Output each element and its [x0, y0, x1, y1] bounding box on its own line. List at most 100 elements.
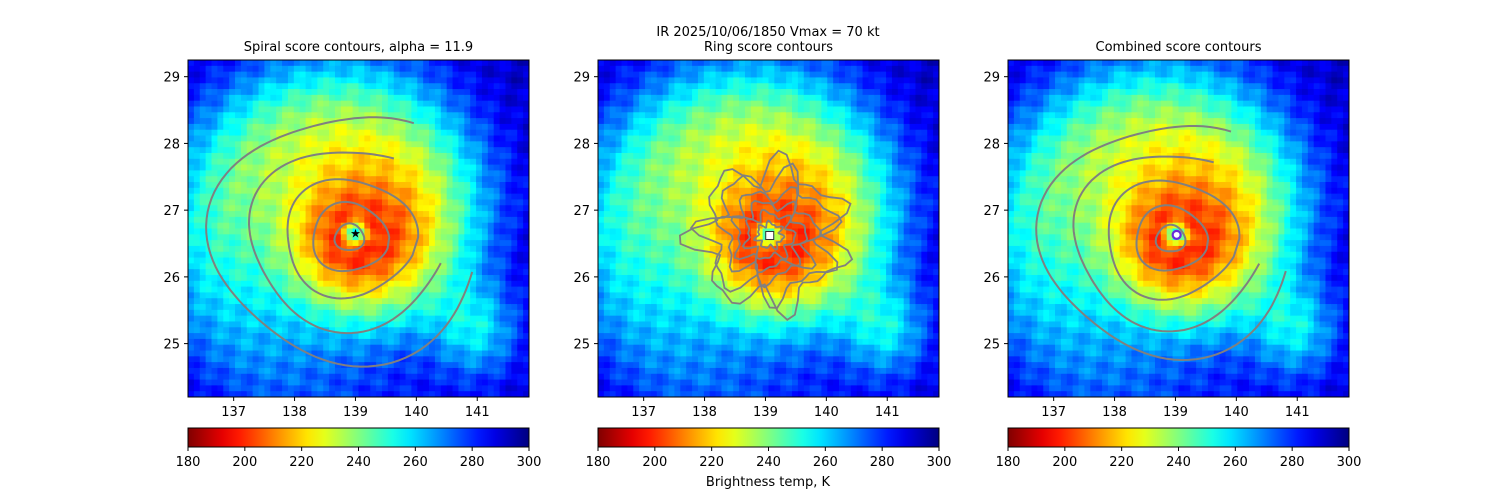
heatmap-cell — [488, 310, 494, 316]
heatmap-cell — [464, 316, 470, 322]
heatmap-cell — [282, 281, 288, 287]
heatmap-cell — [494, 182, 500, 188]
heatmap-cell — [206, 83, 212, 89]
heatmap-cell — [710, 298, 716, 304]
heatmap-cell — [323, 281, 329, 287]
heatmap-cell — [200, 147, 206, 153]
heatmap-cell — [604, 95, 610, 101]
heatmap-cell — [710, 106, 716, 112]
heatmap-cell — [212, 246, 218, 252]
heatmap-cell — [335, 304, 341, 310]
heatmap-cell — [335, 380, 341, 386]
heatmap-cell — [633, 368, 639, 374]
heatmap-cell — [733, 263, 739, 269]
heatmap-cell — [633, 356, 639, 362]
heatmap-cell — [441, 205, 447, 211]
heatmap-cell — [188, 234, 194, 240]
heatmap-cell — [704, 89, 710, 95]
heatmap-cell — [194, 182, 200, 188]
heatmap-cell — [517, 362, 523, 368]
heatmap-cell — [370, 223, 376, 229]
heatmap-cell — [406, 112, 412, 118]
heatmap-cell — [517, 118, 523, 124]
heatmap-cell — [241, 66, 247, 72]
heatmap-cell — [657, 170, 663, 176]
heatmap-cell — [388, 292, 394, 298]
heatmap-cell — [645, 72, 651, 78]
heatmap-cell — [429, 240, 435, 246]
heatmap-cell — [359, 95, 365, 101]
heatmap-cell — [633, 147, 639, 153]
heatmap-cell — [511, 112, 517, 118]
heatmap-cell — [417, 356, 423, 362]
heatmap-cell — [598, 304, 604, 310]
heatmap-cell — [364, 170, 370, 176]
heatmap-cell — [627, 287, 633, 293]
heatmap-cell — [259, 368, 265, 374]
heatmap-cell — [447, 374, 453, 380]
heatmap-cell — [739, 292, 745, 298]
heatmap-cell — [241, 385, 247, 391]
heatmap-cell — [598, 321, 604, 327]
heatmap-cell — [610, 141, 616, 147]
heatmap-cell — [453, 368, 459, 374]
heatmap-cell — [470, 77, 476, 83]
heatmap-cell — [616, 263, 622, 269]
heatmap-cell — [669, 240, 675, 246]
heatmap-cell — [206, 112, 212, 118]
figure-suptitle: IR 2025/10/06/1850 Vmax = 70 kt — [656, 25, 879, 40]
heatmap-cell — [317, 374, 323, 380]
heatmap-cell — [669, 60, 675, 66]
heatmap-cell — [400, 362, 406, 368]
heatmap-cell — [745, 287, 751, 293]
heatmap-cell — [645, 153, 651, 159]
heatmap-cell — [710, 112, 716, 118]
heatmap-cell — [253, 287, 259, 293]
heatmap-cell — [505, 159, 511, 165]
heatmap-cell — [669, 66, 675, 72]
heatmap-cell — [669, 385, 675, 391]
heatmap-cell — [482, 374, 488, 380]
heatmap-cell — [300, 159, 306, 165]
heatmap-cell — [400, 159, 406, 165]
heatmap-cell — [739, 136, 745, 142]
heatmap-cell — [610, 60, 616, 66]
heatmap-cell — [388, 141, 394, 147]
heatmap-cell — [704, 159, 710, 165]
heatmap-cell — [633, 182, 639, 188]
heatmap-cell — [188, 182, 194, 188]
heatmap-cell — [745, 95, 751, 101]
heatmap-cell — [710, 89, 716, 95]
heatmap-cell — [511, 333, 517, 339]
heatmap-cell — [400, 281, 406, 287]
heatmap-cell — [464, 77, 470, 83]
heatmap-cell — [247, 368, 253, 374]
heatmap-cell — [657, 316, 663, 322]
heatmap-cell — [411, 77, 417, 83]
heatmap-cell — [382, 327, 388, 333]
heatmap-cell — [311, 89, 317, 95]
heatmap-cell — [627, 362, 633, 368]
heatmap-cell — [400, 72, 406, 78]
heatmap-cell — [733, 321, 739, 327]
heatmap-cell — [500, 333, 506, 339]
heatmap-cell — [259, 217, 265, 223]
heatmap-cell — [447, 380, 453, 386]
heatmap-cell — [276, 310, 282, 316]
heatmap-cell — [639, 327, 645, 333]
heatmap-cell — [417, 72, 423, 78]
heatmap-cell — [633, 77, 639, 83]
heatmap-cell — [311, 316, 317, 322]
heatmap-cell — [264, 229, 270, 235]
heatmap-cell — [317, 77, 323, 83]
heatmap-cell — [733, 205, 739, 211]
heatmap-cell — [488, 368, 494, 374]
heatmap-cell — [282, 269, 288, 275]
heatmap-cell — [464, 351, 470, 357]
heatmap-cell — [674, 130, 680, 136]
heatmap-cell — [616, 380, 622, 386]
heatmap-cell — [229, 246, 235, 252]
heatmap-cell — [370, 310, 376, 316]
heatmap-cell — [505, 136, 511, 142]
heatmap-cell — [341, 321, 347, 327]
